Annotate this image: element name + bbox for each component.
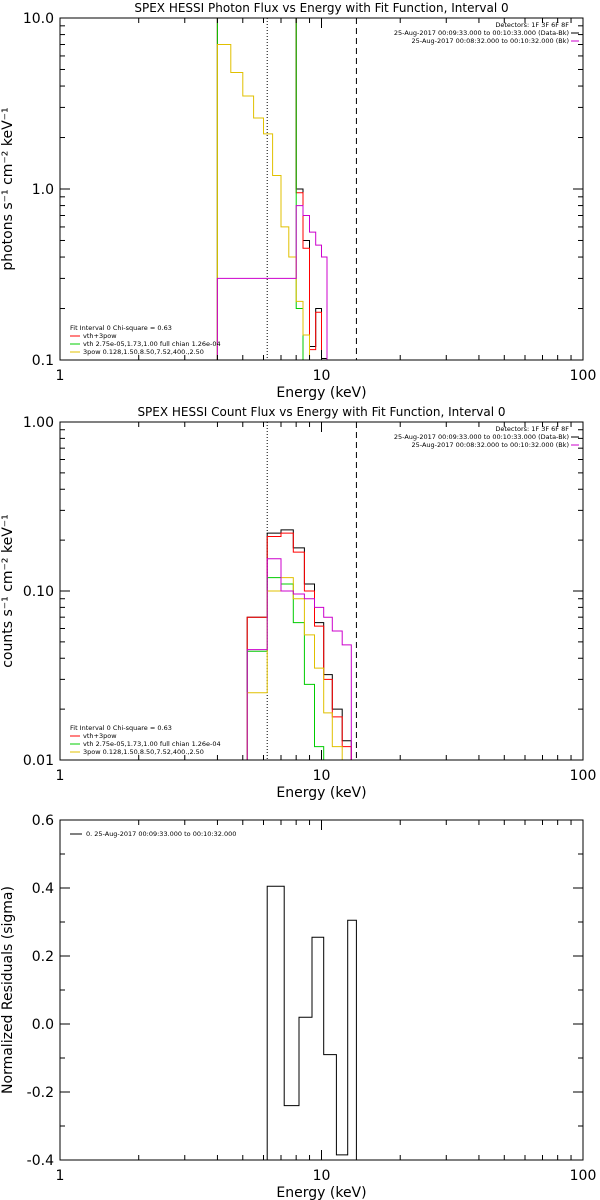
series-0-step-line — [266, 885, 357, 1160]
y-tick-label: 1.0 — [32, 182, 54, 198]
series-2-step-line — [246, 577, 357, 760]
chart-title: SPEX HESSI Photon Flux vs Energy with Fi… — [134, 1, 508, 15]
y-tick-label: 0.2 — [32, 949, 54, 965]
x-tick-label: 1 — [56, 368, 65, 384]
x-axis-label: Energy (keV) — [276, 785, 366, 801]
y-tick-label: 10.0 — [23, 11, 54, 27]
legend-bottom-entry: vth 2.75e-05,1.73,1.00 full chian 1.26e-… — [83, 740, 221, 748]
series-4-step-line — [246, 558, 357, 760]
panel-2-series — [266, 885, 357, 1160]
y-tick-label: -0.2 — [27, 1085, 54, 1101]
legend-bottom-entry: Fit Interval 0 Chi-square = 0.63 — [70, 724, 172, 732]
series-1-step-line — [216, 18, 328, 360]
legend-top-entry: 25-Aug-2017 00:08:32.000 to 00:10:32.000… — [412, 441, 569, 449]
y-axis-label: photons s⁻¹ cm⁻² keV⁻¹ — [0, 107, 16, 270]
y-tick-label: 0.0 — [32, 1017, 54, 1033]
panel-0-series — [216, 18, 357, 360]
x-tick-label: 100 — [570, 1168, 597, 1184]
x-tick-label: 10 — [313, 768, 331, 784]
y-axis-label: counts s⁻¹ cm⁻² keV⁻¹ — [0, 514, 16, 668]
legend-bottom-entry: 3pow 0.128,1.50,8.50,7.52,400.,2.50 — [83, 748, 204, 756]
x-tick-label: 1 — [56, 768, 65, 784]
x-tick-label: 10 — [313, 1168, 331, 1184]
series-2-step-line — [216, 18, 328, 360]
panel-1-series — [246, 422, 357, 760]
series-3-step-line — [246, 577, 357, 760]
legend-bottom-entry: vth 2.75e-05,1.73,1.00 full chian 1.26e-… — [83, 340, 221, 348]
y-tick-label: 0.01 — [23, 753, 54, 769]
legend-bottom-entry: vth+3pow — [83, 732, 117, 740]
y-tick-label: 0.4 — [32, 881, 54, 897]
legend-bottom-entry: Fit Interval 0 Chi-square = 0.63 — [70, 324, 172, 332]
legend-top-entry: Detectors: 1F 3F 6F 8F — [495, 21, 569, 29]
x-tick-label: 100 — [570, 768, 597, 784]
legend-entry: 0. 25-Aug-2017 00:09:33.000 to 00:10:32.… — [86, 830, 236, 838]
x-tick-label: 10 — [313, 368, 331, 384]
y-tick-label: 0.1 — [32, 353, 54, 369]
legend-top-entry: 25-Aug-2017 00:09:33.000 to 00:10:33.000… — [394, 29, 569, 37]
y-tick-label: 0.10 — [23, 584, 54, 600]
plot-frame — [59, 819, 584, 1161]
legend-top-entry: 25-Aug-2017 00:09:33.000 to 00:10:33.000… — [394, 433, 569, 441]
x-axis-label: Energy (keV) — [276, 1185, 366, 1200]
legend-bottom-entry: 3pow 0.128,1.50,8.50,7.52,400.,2.50 — [83, 348, 204, 356]
plot-frame — [59, 421, 584, 761]
chart-title: SPEX HESSI Count Flux vs Energy with Fit… — [137, 405, 505, 419]
y-tick-label: 0.6 — [32, 813, 54, 829]
x-tick-label: 1 — [56, 1168, 65, 1184]
legend-top-entry: Detectors: 1F 3F 6F 8F — [495, 425, 569, 433]
series-1-step-line — [246, 532, 357, 760]
series-3-step-line — [216, 44, 328, 360]
x-tick-label: 100 — [570, 368, 597, 384]
legend-top-entry: 25-Aug-2017 00:08:32.000 to 00:10:32.000… — [412, 37, 569, 45]
y-axis-label: Normalized Residuals (sigma) — [0, 886, 16, 1094]
y-tick-label: -0.4 — [27, 1153, 54, 1169]
y-tick-label: 1.00 — [23, 415, 54, 431]
series-0-step-line — [216, 18, 328, 360]
series-0-step-line — [246, 529, 357, 760]
series-4-step-line — [216, 205, 328, 360]
x-axis-label: Energy (keV) — [276, 385, 366, 401]
legend-bottom-entry: vth+3pow — [83, 332, 117, 340]
